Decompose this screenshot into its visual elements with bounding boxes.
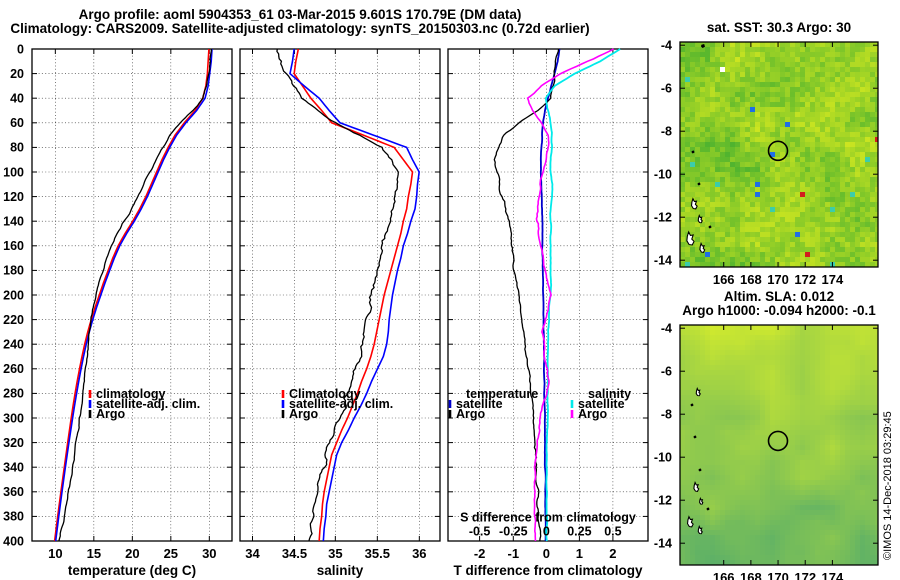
svg-text:174: 174 [822,272,844,287]
svg-text:temperature (deg C): temperature (deg C) [68,563,196,578]
svg-text:320: 320 [3,436,24,450]
svg-text:-10: -10 [654,168,672,182]
svg-text:©IMOS 14-Dec-2018 03:29:45: ©IMOS 14-Dec-2018 03:29:45 [882,411,894,560]
svg-text:2: 2 [609,546,616,561]
svg-text:340: 340 [3,461,24,475]
svg-text:Altim. SLA: 0.012: Altim. SLA: 0.012 [724,289,834,304]
svg-text:S difference from climatology: S difference from climatology [460,511,636,525]
svg-text:-12: -12 [654,211,672,225]
svg-text:168: 168 [740,272,762,287]
svg-text:168: 168 [740,570,762,580]
svg-text:170: 170 [767,272,789,287]
svg-text:0: 0 [543,546,550,561]
svg-text:280: 280 [3,387,24,401]
svg-text:-6: -6 [661,82,672,96]
svg-text:220: 220 [3,313,24,327]
svg-text:380: 380 [3,510,24,524]
svg-text:sat. SST: 30.3 Argo: 30: sat. SST: 30.3 Argo: 30 [707,20,851,35]
svg-text:400: 400 [3,534,24,548]
svg-text:140: 140 [3,215,24,229]
svg-text:166: 166 [713,272,735,287]
svg-text:120: 120 [3,190,24,204]
svg-text:200: 200 [3,288,24,302]
svg-text:Argo: Argo [96,407,126,421]
svg-text:-8: -8 [661,408,672,422]
svg-text:300: 300 [3,411,24,425]
svg-text:172: 172 [794,570,816,580]
svg-text:-0.25: -0.25 [499,525,528,539]
svg-text:Argo: Argo [289,407,319,421]
svg-text:Argo: Argo [456,407,486,421]
svg-text:166: 166 [713,570,735,580]
svg-text:-14: -14 [654,537,672,551]
svg-text:-8: -8 [661,125,672,139]
svg-text:30: 30 [202,546,216,561]
svg-text:Argo h1000: -0.094 h2000: -0.1: Argo h1000: -0.094 h2000: -0.1 [682,303,876,318]
svg-text:180: 180 [3,264,24,278]
svg-text:360: 360 [3,485,24,499]
svg-text:-2: -2 [474,546,486,561]
svg-text:-1: -1 [508,546,520,561]
svg-text:240: 240 [3,338,24,352]
svg-text:170: 170 [767,570,789,580]
svg-text:25: 25 [164,546,178,561]
svg-text:T difference from climatology: T difference from climatology [453,563,643,578]
svg-text:-12: -12 [654,494,672,508]
svg-text:172: 172 [794,272,816,287]
svg-text:Argo: Argo [578,407,608,421]
svg-text:-4: -4 [661,39,672,53]
svg-text:Climatology: CARS2009. Satelli: Climatology: CARS2009. Satellite-adjuste… [10,21,589,36]
svg-text:1: 1 [576,546,583,561]
svg-text:34: 34 [245,546,260,561]
svg-text:20: 20 [125,546,139,561]
svg-text:-4: -4 [661,322,672,336]
svg-text:0.5: 0.5 [604,525,621,539]
svg-text:260: 260 [3,362,24,376]
svg-text:10: 10 [48,546,62,561]
svg-text:-0.5: -0.5 [469,525,491,539]
svg-text:0.25: 0.25 [567,525,591,539]
svg-text:0: 0 [17,42,24,56]
svg-text:35: 35 [328,546,342,561]
svg-text:-14: -14 [654,254,672,268]
svg-text:-6: -6 [661,365,672,379]
svg-text:60: 60 [10,116,24,130]
svg-text:80: 80 [10,141,24,155]
svg-text:0: 0 [543,525,550,539]
svg-text:160: 160 [3,239,24,253]
svg-text:40: 40 [10,92,24,106]
svg-text:15: 15 [87,546,101,561]
svg-text:34.5: 34.5 [282,546,307,561]
svg-text:100: 100 [3,165,24,179]
svg-text:salinity: salinity [317,563,364,578]
svg-text:-10: -10 [654,451,672,465]
svg-text:Argo profile: aoml 5904353_61: Argo profile: aoml 5904353_61 03-Mar-201… [79,7,522,22]
svg-text:174: 174 [822,570,844,580]
svg-text:35.5: 35.5 [365,546,390,561]
svg-text:36: 36 [412,546,426,561]
svg-text:20: 20 [10,67,24,81]
